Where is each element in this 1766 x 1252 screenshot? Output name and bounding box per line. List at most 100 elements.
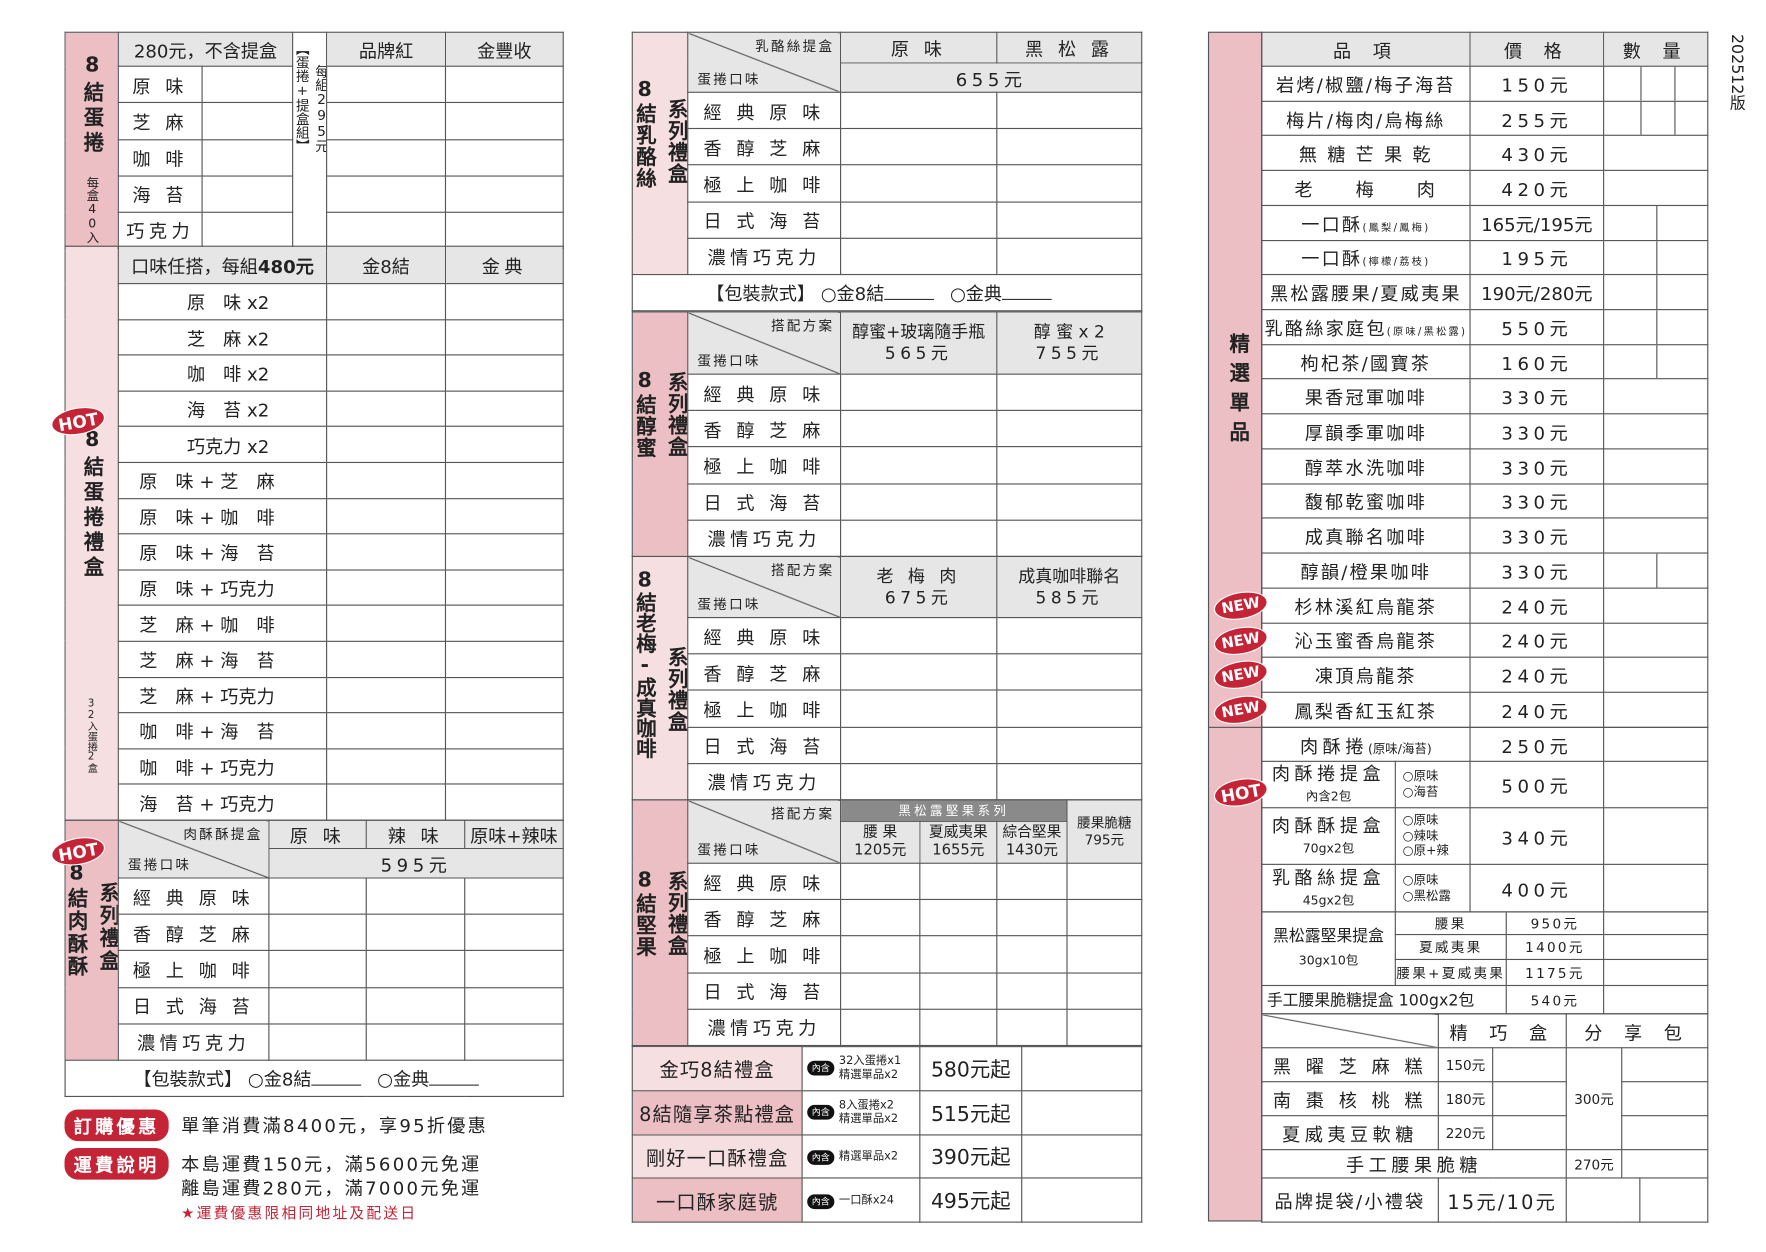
quantity-cell[interactable] [268, 1023, 367, 1061]
quantity-cell[interactable] [1565, 1177, 1641, 1223]
quantity-cell[interactable] [444, 533, 564, 571]
quantity-cell[interactable] [326, 783, 447, 821]
quantity-cell[interactable] [326, 712, 447, 750]
quantity-cell[interactable] [1603, 911, 1709, 936]
fill-blank[interactable] [311, 1085, 362, 1087]
quantity-cell[interactable] [464, 913, 564, 952]
quantity-cell[interactable] [326, 640, 447, 678]
quantity-cell[interactable] [326, 175, 447, 213]
quantity-cell[interactable] [1066, 971, 1143, 1010]
quantity-cell[interactable] [1603, 691, 1709, 728]
quantity-cell[interactable] [201, 175, 294, 213]
quantity-cell[interactable] [1603, 482, 1709, 519]
quantity-cell[interactable] [326, 497, 447, 535]
quantity-cell[interactable] [444, 354, 564, 392]
quantity-cell[interactable] [1603, 726, 1709, 762]
quantity-cell[interactable] [365, 877, 466, 915]
quantity-cell[interactable] [840, 482, 998, 521]
quantity-cell[interactable] [840, 201, 998, 239]
quantity-cell[interactable] [1066, 899, 1143, 937]
quantity-cell[interactable] [996, 726, 1143, 764]
fill-blank[interactable] [884, 299, 935, 301]
flavor-option[interactable]: ○原+辣 [1402, 843, 1449, 859]
flavor-option[interactable]: ○黑松露 [1402, 888, 1451, 903]
quantity-cell[interactable] [996, 410, 1143, 448]
quantity-cell[interactable] [1603, 760, 1709, 809]
quantity-cell[interactable] [1603, 343, 1709, 380]
quantity-cell[interactable] [1021, 1046, 1143, 1092]
quantity-cell[interactable] [1603, 204, 1709, 241]
quantity-cell[interactable] [840, 862, 921, 901]
quantity-cell[interactable] [201, 102, 294, 140]
quantity-cell[interactable] [326, 676, 447, 714]
quantity-cell[interactable] [996, 237, 1143, 276]
quantity-cell[interactable] [840, 653, 998, 692]
quantity-cell[interactable] [326, 461, 447, 499]
quantity-cell[interactable] [1621, 1081, 1709, 1117]
quantity-cell[interactable] [1603, 622, 1709, 658]
quantity-cell[interactable] [444, 497, 564, 535]
quantity-cell[interactable] [1066, 935, 1143, 974]
quantity-cell[interactable] [840, 164, 998, 203]
quantity-cell[interactable] [1066, 862, 1143, 901]
quantity-cell[interactable] [326, 604, 447, 642]
quantity-cell[interactable] [268, 986, 367, 1025]
quantity-cell[interactable] [326, 66, 447, 104]
quantity-cell[interactable] [268, 877, 367, 915]
quantity-cell[interactable] [1603, 552, 1709, 589]
quantity-cell[interactable] [201, 66, 294, 104]
quantity-cell[interactable] [996, 653, 1143, 692]
quantity-cell[interactable] [1603, 169, 1709, 206]
quantity-cell[interactable] [840, 935, 921, 974]
quantity-cell[interactable] [919, 1008, 998, 1046]
quantity-cell[interactable] [840, 410, 998, 448]
quantity-cell[interactable] [919, 899, 998, 937]
fill-blank[interactable] [1002, 299, 1052, 301]
quantity-cell[interactable] [1603, 656, 1709, 693]
quantity-cell[interactable] [996, 616, 1143, 655]
flavor-option[interactable]: ○原味 [1402, 812, 1439, 828]
quantity-cell[interactable] [444, 138, 564, 177]
quantity-cell[interactable] [840, 446, 998, 485]
quantity-cell[interactable] [840, 899, 921, 937]
quantity-cell[interactable] [996, 482, 1143, 521]
quantity-cell[interactable] [444, 640, 564, 678]
quantity-cell[interactable] [201, 138, 294, 177]
quantity-cell[interactable] [326, 211, 447, 250]
quantity-cell[interactable] [1021, 1177, 1143, 1223]
quantity-cell[interactable] [919, 862, 998, 901]
quantity-cell[interactable] [326, 533, 447, 571]
quantity-cell[interactable] [1621, 1149, 1709, 1179]
quantity-cell[interactable] [996, 373, 1143, 412]
flavor-option[interactable]: ○原味 [1402, 768, 1439, 784]
quantity-cell[interactable] [1603, 239, 1709, 276]
quantity-cell[interactable] [919, 971, 998, 1010]
quantity-cell[interactable] [996, 971, 1068, 1010]
quantity-cell[interactable] [840, 128, 998, 166]
quantity-cell[interactable] [919, 935, 998, 974]
quantity-cell[interactable] [1492, 1047, 1567, 1083]
quantity-cell[interactable] [1639, 1177, 1709, 1223]
quantity-cell[interactable] [1603, 448, 1709, 485]
quantity-cell[interactable] [1603, 958, 1709, 987]
quantity-cell[interactable] [996, 446, 1143, 485]
quantity-cell[interactable] [444, 102, 564, 140]
flavor-option[interactable]: ○海苔 [1402, 784, 1439, 800]
quantity-cell[interactable] [365, 986, 466, 1025]
quantity-cell[interactable] [365, 950, 466, 988]
quantity-cell[interactable] [464, 950, 564, 988]
quantity-cell[interactable] [1603, 309, 1709, 346]
flavor-option[interactable]: ○原味 [1402, 872, 1439, 888]
quantity-cell[interactable] [444, 66, 564, 104]
quantity-cell[interactable] [1492, 1081, 1567, 1117]
quantity-cell[interactable] [444, 175, 564, 213]
quantity-cell[interactable] [326, 283, 447, 320]
quantity-cell[interactable] [996, 1008, 1068, 1046]
quantity-cell[interactable] [326, 748, 447, 785]
quantity-cell[interactable] [464, 877, 564, 915]
quantity-cell[interactable] [996, 899, 1068, 937]
quantity-cell[interactable] [464, 1023, 564, 1061]
quantity-cell[interactable] [365, 913, 466, 952]
quantity-cell[interactable] [444, 783, 564, 821]
quantity-cell[interactable] [444, 712, 564, 750]
